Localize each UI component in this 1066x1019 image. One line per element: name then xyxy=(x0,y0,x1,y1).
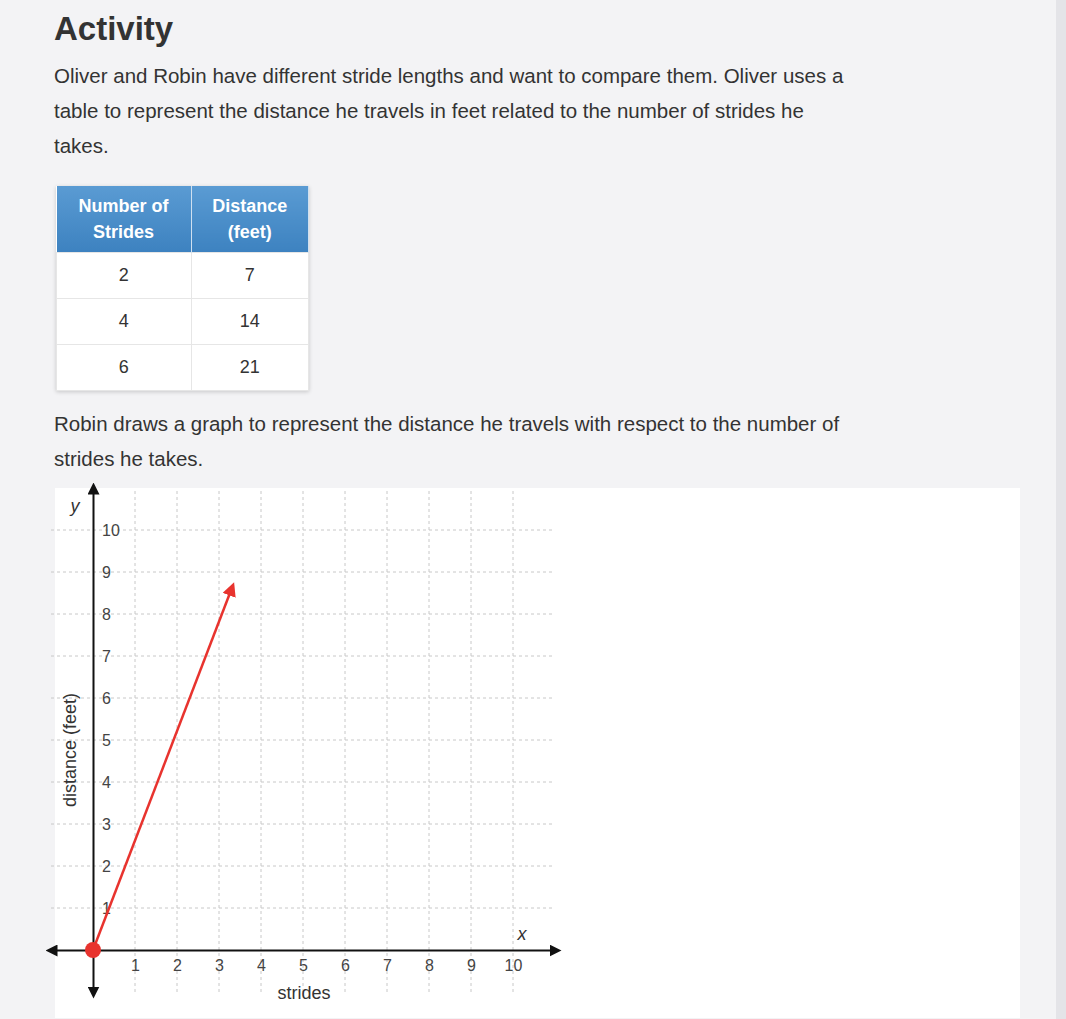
header-cell: Number ofStrides xyxy=(57,186,192,253)
table-row: 414 xyxy=(57,299,309,345)
grid-line xyxy=(51,908,555,909)
tick-label: 8 xyxy=(102,606,111,623)
grid xyxy=(51,488,555,992)
tick: 6 xyxy=(341,950,350,974)
tick: 4 xyxy=(257,950,266,974)
table-cell: 7 xyxy=(191,253,308,299)
tick-label: 7 xyxy=(102,648,111,665)
tick: 8 xyxy=(93,606,111,623)
table-cell: 21 xyxy=(191,345,308,391)
x-axis-title: strides xyxy=(277,983,330,1003)
paragraph: Robin draws a graph to represent the dis… xyxy=(54,406,839,476)
header-cell: Distance(feet) xyxy=(191,186,308,253)
text-line: strides he takes. xyxy=(54,441,839,476)
table-row: 621 xyxy=(57,345,309,391)
tick-label: 3 xyxy=(215,957,224,974)
tick: 10 xyxy=(93,522,120,539)
tick-label: 7 xyxy=(383,957,392,974)
grid-line xyxy=(51,698,555,699)
y-axis-name: y xyxy=(69,496,81,516)
tick: 9 xyxy=(467,950,476,974)
tick: 8 xyxy=(425,950,434,974)
header-text: Number of xyxy=(61,193,187,219)
text-line: table to represent the distance he trave… xyxy=(54,93,843,128)
table-row: 27 xyxy=(57,253,309,299)
chart: 1234567891012345678910stridesdistance (f… xyxy=(0,480,1066,1019)
tick-label: 6 xyxy=(102,690,111,707)
tick-label: 5 xyxy=(299,957,308,974)
tick-label: 4 xyxy=(257,957,266,974)
paragraph: Oliver and Robin have different stride l… xyxy=(54,58,843,163)
table-cell: 4 xyxy=(57,299,192,345)
tick-label: 2 xyxy=(102,858,111,875)
tick: 6 xyxy=(93,690,111,707)
table: Number ofStridesDistance(feet)27414621 xyxy=(56,186,309,391)
header-text: Strides xyxy=(61,219,187,245)
side-strip xyxy=(1056,0,1066,1019)
text-line: Robin draws a graph to represent the dis… xyxy=(54,406,839,441)
chart-background xyxy=(55,488,1020,1018)
tick: 5 xyxy=(93,732,111,749)
grid-line xyxy=(51,740,555,741)
grid-line xyxy=(51,572,555,573)
y-axis-title: distance (feet) xyxy=(60,693,80,807)
tick: 7 xyxy=(93,648,111,665)
x-axis-name: x xyxy=(517,924,528,944)
grid-line xyxy=(51,614,555,615)
tick: 3 xyxy=(215,950,224,974)
tick: 10 xyxy=(505,950,523,974)
table-cell: 2 xyxy=(57,253,192,299)
tick: 2 xyxy=(173,950,182,974)
x-axis: 1 2 3 4 5 6 7 8 9 10 xyxy=(52,950,556,974)
grid-line xyxy=(51,782,555,783)
tick-label: 6 xyxy=(341,957,350,974)
axis-line xyxy=(93,489,95,993)
text-line: Oliver and Robin have different stride l… xyxy=(54,58,843,93)
plot-area xyxy=(93,589,232,950)
tick: 7 xyxy=(383,950,392,974)
tick-label: 2 xyxy=(173,957,182,974)
tick-label: 10 xyxy=(102,522,120,539)
tick-label: 10 xyxy=(505,957,523,974)
tick: 2 xyxy=(93,858,111,875)
header-text: Distance xyxy=(196,193,304,219)
header-text: (feet) xyxy=(196,219,304,245)
tick: 3 xyxy=(93,816,111,833)
tick: 9 xyxy=(93,564,111,581)
header-row: Number ofStridesDistance(feet) xyxy=(57,186,309,253)
tick-label: 4 xyxy=(102,774,111,791)
tick-label: 5 xyxy=(102,732,111,749)
text-line: takes. xyxy=(54,128,843,163)
tick: 4 xyxy=(93,774,111,791)
tick: 5 xyxy=(299,950,308,974)
tick-label: 1 xyxy=(131,957,140,974)
tick-label: 9 xyxy=(102,564,111,581)
grid-line xyxy=(51,530,555,531)
table-cell: 14 xyxy=(191,299,308,345)
tick-label: 9 xyxy=(467,957,476,974)
table-cell: 6 xyxy=(57,345,192,391)
tick-label: 3 xyxy=(102,816,111,833)
tick: 1 xyxy=(131,950,140,974)
tick-label: 8 xyxy=(425,957,434,974)
data-line xyxy=(93,589,232,950)
axis-line xyxy=(52,950,556,952)
grid-line xyxy=(51,656,555,657)
heading: Activity xyxy=(54,10,173,48)
grid-line xyxy=(51,824,555,825)
